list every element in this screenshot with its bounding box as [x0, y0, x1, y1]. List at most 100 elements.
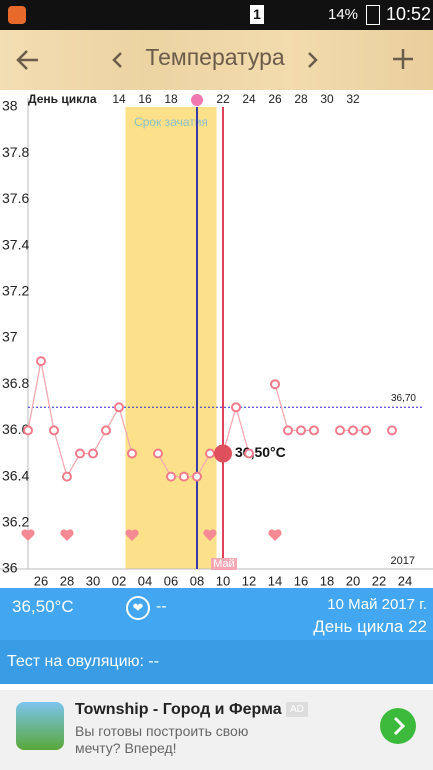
y-tick-label: 37.8	[2, 144, 29, 160]
point	[335, 425, 345, 436]
point	[270, 379, 280, 390]
y-tick-label: 37	[2, 329, 18, 345]
ad-badge: AD	[286, 702, 308, 717]
point	[166, 471, 176, 482]
top-tick-label: 26	[268, 92, 282, 106]
x-tick-label: 08	[190, 573, 204, 588]
ovulation-test[interactable]: Тест на овуляцию: --	[0, 640, 433, 684]
y-tick-label: 37.2	[2, 283, 29, 299]
x-tick-label: 22	[372, 573, 386, 588]
point	[62, 471, 72, 482]
title: Температура	[145, 44, 285, 70]
point	[179, 471, 189, 482]
ad-icon	[16, 702, 64, 750]
point	[153, 448, 163, 459]
value-label: 36,50°C	[235, 444, 286, 460]
heart	[125, 529, 139, 541]
heart	[203, 529, 217, 541]
chart: Срок зачатия 36 36.2 36.4 36.6 36.8 37 37.2 37.4…	[0, 90, 433, 588]
x-tick-label: 18	[320, 573, 334, 588]
point	[283, 425, 293, 436]
x-tick-label: 26	[34, 573, 48, 588]
y-tick-label: 36.6	[2, 421, 29, 437]
temperature-line	[274, 384, 314, 432]
top-tick-label: 30	[320, 92, 334, 106]
ad-button[interactable]	[380, 708, 416, 744]
point	[387, 425, 397, 436]
date: 10 Май 2017 г.	[327, 596, 427, 613]
top-tick-label: 16	[138, 92, 152, 106]
app-bar: Температура	[0, 30, 433, 90]
point	[205, 448, 215, 459]
status-bar: 1 14% 10:52	[0, 0, 433, 30]
x-tick-label: 14	[268, 573, 282, 588]
month-label: Май	[213, 558, 235, 570]
heart-button[interactable]: ❤	[126, 596, 150, 620]
y-tick-label: 36.2	[2, 514, 29, 530]
x-tick-label: 28	[60, 573, 74, 588]
top-tick-label: 28	[294, 92, 308, 106]
x-tick-label: 06	[164, 573, 178, 588]
top-tick-label: 24	[242, 92, 256, 106]
point	[23, 425, 33, 436]
point	[75, 448, 85, 459]
prev-button[interactable]	[110, 50, 126, 70]
point	[88, 448, 98, 459]
point	[49, 425, 59, 436]
month-bg	[211, 558, 237, 570]
point	[361, 425, 371, 436]
back-button[interactable]	[14, 46, 42, 74]
x-tick-label: 24	[398, 573, 412, 588]
y-tick-label: 36.4	[2, 467, 29, 483]
point	[127, 448, 137, 459]
point	[309, 425, 319, 436]
top-axis-label: День цикла	[28, 92, 97, 106]
point	[348, 425, 358, 436]
battery-text: 14%	[328, 6, 359, 23]
year-label: 2017	[391, 555, 415, 567]
y-tick-label: 37.4	[2, 236, 29, 252]
sim-icon: 1	[250, 5, 264, 24]
band-label: Срок зачатия	[134, 115, 208, 129]
point	[36, 356, 46, 367]
point	[114, 402, 124, 413]
point	[192, 471, 202, 482]
heart	[268, 529, 282, 541]
point	[296, 425, 306, 436]
add-button[interactable]	[390, 46, 416, 72]
temperature: 36,50°C	[12, 597, 74, 616]
reference-label: 36,70	[391, 393, 416, 404]
top-tick-label: 18	[164, 92, 178, 106]
app-icon	[8, 6, 26, 24]
x-tick-label: 02	[112, 573, 126, 588]
top-tick-label: 32	[346, 92, 360, 106]
heart	[21, 529, 35, 541]
x-tick-label: 04	[138, 573, 152, 588]
y-tick-label: 36	[2, 560, 18, 576]
y-tick-label: 36.8	[2, 375, 29, 391]
ovulation-test-text: Тест на овуляцию: --	[7, 653, 160, 670]
ovulation-icon	[191, 94, 203, 106]
x-tick-label: 20	[346, 573, 360, 588]
ad-title: Township - Город и Ферма	[75, 701, 282, 718]
note: --	[156, 598, 167, 615]
x-tick-label: 30	[86, 573, 100, 588]
info-panel: 36,50°C ❤ -- 10 Май 2017 г. День цикла 2…	[0, 588, 433, 640]
battery-icon	[366, 5, 380, 25]
clock: 10:52	[386, 4, 432, 24]
ad-banner[interactable]: Township - Город и Ферма AD Вы готовы по…	[0, 690, 433, 770]
point	[244, 448, 254, 459]
x-tick-label: 12	[242, 573, 256, 588]
y-tick-label: 37.6	[2, 190, 29, 206]
top-tick-label: 22	[216, 92, 230, 106]
top-tick-label: 14	[112, 92, 126, 106]
ad-text: Вы готовы построить свою мечту? Вперед!	[75, 723, 249, 756]
selected-point	[214, 444, 232, 463]
y-tick-label: 38	[2, 98, 18, 114]
next-button[interactable]	[304, 50, 320, 70]
x-tick-label: 10	[216, 573, 230, 588]
fertile-band	[125, 107, 217, 569]
cycle-day: День цикла 22	[313, 617, 427, 636]
point	[231, 402, 241, 413]
